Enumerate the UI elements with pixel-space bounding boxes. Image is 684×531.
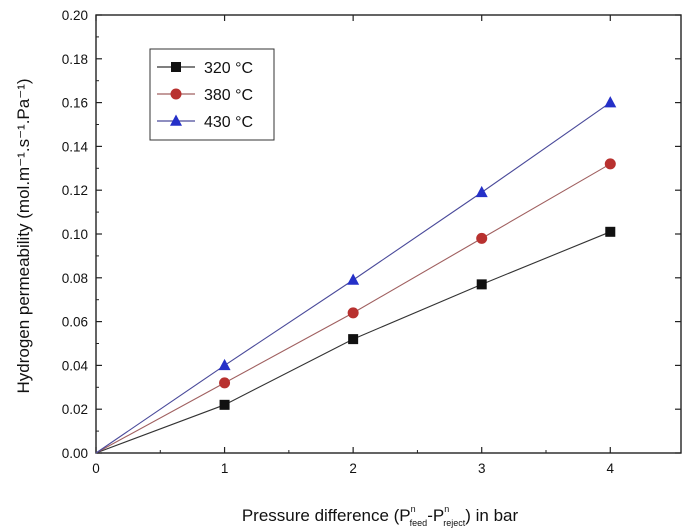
legend-item: 320 °C (157, 60, 253, 77)
x-axis-title-mid: -P (427, 506, 444, 525)
data-point (347, 273, 360, 285)
data-point (219, 399, 230, 410)
legend-marker (170, 88, 182, 100)
legend-item: 430 °C (157, 114, 253, 131)
y-tick-label: 0.08 (62, 271, 88, 286)
y-tick-label: 0.04 (62, 358, 89, 373)
y-tick-label: 0.16 (62, 96, 88, 111)
x-tick-label: 2 (349, 461, 357, 476)
legend-marker (170, 114, 182, 126)
y-tick-label: 0.10 (62, 227, 88, 242)
x-tick-label: 1 (221, 461, 229, 476)
legend-label: 320 °C (204, 60, 253, 77)
data-point (476, 279, 487, 290)
x-axis-title-prefix: Pressure difference (P (242, 506, 411, 525)
y-tick-label: 0.12 (62, 183, 88, 198)
data-point (604, 96, 617, 108)
data-point (218, 358, 231, 371)
x-axis-title-suffix: ) in bar (465, 506, 518, 525)
y-tick-label: 0.06 (62, 315, 88, 330)
data-point (347, 307, 359, 319)
series-2 (95, 158, 616, 454)
legend-marker (171, 62, 181, 72)
y-tick-label: 0.20 (62, 8, 88, 23)
x-axis-title: Pressure difference (Pn feed-Pn reject) in… (242, 504, 519, 528)
y-tick-label: 0.00 (62, 446, 88, 461)
x-axis-title-sup1: n (411, 504, 416, 514)
x-tick-label: 3 (478, 461, 486, 476)
axes: 0 1 2 3 4 0.00 0.02 0.04 0.06 0.08 0.10 0.12 0.14 0.1… (62, 8, 682, 476)
data-point (605, 226, 616, 237)
y-tick-label: 0.02 (62, 402, 88, 417)
x-axis-title-sup2: n (444, 504, 449, 514)
data-point (604, 158, 616, 170)
data-point (476, 232, 488, 244)
data-point (475, 185, 488, 198)
legend: 320 °C 380 °C 430 °C (149, 48, 275, 141)
data-point (219, 377, 231, 389)
y-tick-label: 0.18 (62, 52, 88, 67)
x-tick-label: 0 (92, 461, 100, 476)
legend-label: 430 °C (204, 114, 253, 131)
x-axis-title-sub2: reject (443, 518, 466, 528)
y-axis-title: Hydrogen permeability (mol.m⁻¹.s⁻¹.Pa⁻¹) (14, 78, 33, 393)
legend-label: 380 °C (204, 87, 253, 104)
series-3 (95, 96, 617, 454)
series-layer (95, 96, 617, 454)
x-tick-label: 4 (607, 461, 615, 476)
y-tick-label: 0.14 (62, 139, 89, 154)
x-axis-title-sub1: feed (410, 518, 428, 528)
series-1 (95, 226, 616, 454)
legend-item: 380 °C (157, 87, 253, 104)
data-point (348, 334, 359, 345)
